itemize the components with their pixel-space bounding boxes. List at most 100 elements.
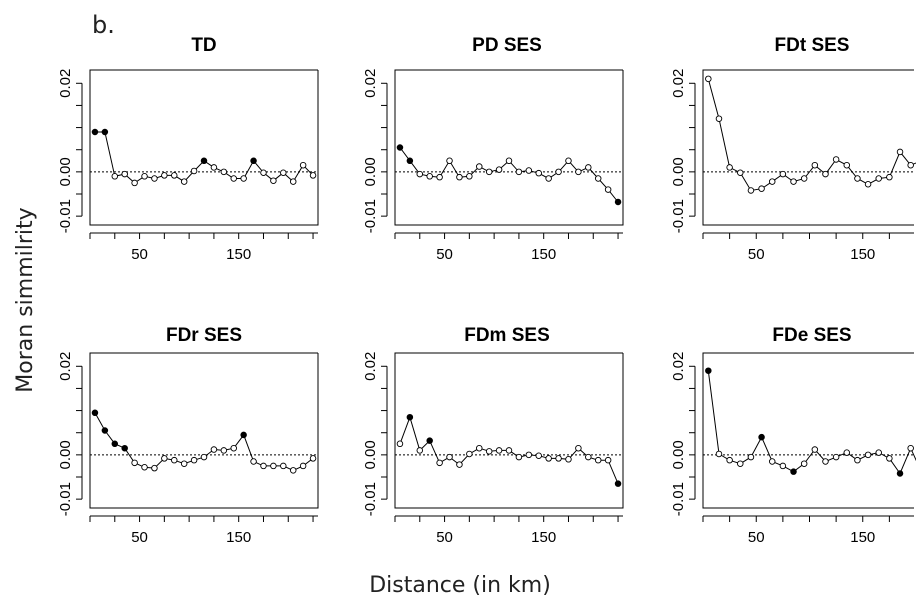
data-point	[436, 459, 443, 467]
data-point	[758, 185, 765, 192]
data-point	[309, 455, 317, 462]
data-point	[747, 453, 755, 461]
data-point	[210, 446, 218, 453]
data-point	[111, 173, 119, 180]
series-line	[399, 147, 619, 203]
data-point-significant	[101, 128, 109, 136]
data-point	[270, 177, 277, 184]
data-point-significant	[91, 128, 99, 136]
data-point-significant	[426, 437, 433, 444]
data-point-significant	[111, 440, 119, 448]
plot-frame	[702, 352, 914, 509]
data-point-significant	[406, 413, 414, 421]
data-point	[309, 172, 317, 179]
data-point	[151, 175, 158, 182]
data-point	[854, 456, 861, 464]
data-point	[180, 178, 188, 185]
data-point	[822, 458, 829, 465]
data-point	[594, 456, 602, 464]
data-point	[843, 161, 851, 169]
data-point	[396, 440, 404, 448]
y-tick-label: -0.01	[362, 482, 379, 516]
data-point-significant	[240, 431, 247, 439]
data-point	[800, 175, 808, 182]
data-point	[585, 164, 592, 171]
x-axis-label: Distance (in km)	[369, 573, 551, 598]
data-point	[525, 167, 533, 174]
chart-panel-1: TD -0.01 0.00 0.02 50 150	[57, 35, 319, 263]
panel-title: FDe SES	[772, 325, 851, 346]
data-point	[456, 173, 463, 181]
data-point	[545, 175, 552, 182]
series-line	[707, 78, 916, 192]
data-point	[768, 178, 776, 185]
data-point	[131, 179, 138, 187]
x-tick-label: 150	[226, 246, 251, 263]
y-tick-label: 0.00	[57, 440, 74, 469]
data-point	[515, 453, 523, 461]
data-point	[280, 462, 287, 470]
data-point	[800, 460, 808, 467]
data-point	[436, 173, 443, 181]
data-point-significant	[396, 144, 404, 151]
chart-panel-3: FDt SES -0.01 0.00 0.02 50 150	[670, 35, 916, 263]
x-tick-label: 150	[226, 529, 251, 546]
data-point	[832, 156, 840, 163]
x-tick-label: 50	[748, 529, 765, 546]
x-tick-label: 150	[850, 529, 875, 546]
data-point	[907, 161, 914, 169]
data-point	[565, 157, 572, 165]
data-point	[575, 168, 582, 176]
x-tick-label: 150	[531, 529, 556, 546]
data-point	[604, 456, 612, 464]
y-tick-label: 0.00	[670, 440, 687, 469]
data-point	[604, 186, 612, 193]
x-tick-label: 150	[531, 246, 556, 263]
panel-title: PD SES	[472, 35, 542, 56]
data-point	[822, 170, 829, 178]
plot-frame	[89, 69, 319, 226]
data-point	[907, 444, 914, 452]
plot-frame	[89, 352, 319, 509]
data-point	[466, 450, 473, 458]
panel-title: FDm SES	[464, 325, 550, 346]
data-point	[505, 157, 513, 165]
chart-panel-5: FDm SES -0.01 0.00 0.02 50 150	[362, 325, 624, 546]
data-point	[485, 168, 493, 176]
data-point	[705, 75, 712, 83]
x-tick-label: 50	[436, 246, 453, 263]
x-tick-label: 150	[850, 246, 875, 263]
data-point	[289, 467, 297, 474]
data-point-significant	[200, 157, 208, 165]
data-point	[737, 169, 744, 176]
data-point	[832, 453, 840, 461]
plot-frame	[394, 69, 624, 226]
data-point	[864, 451, 872, 459]
data-point	[864, 181, 872, 188]
data-point	[190, 456, 198, 464]
data-point	[747, 187, 755, 194]
plot-frame	[702, 69, 914, 226]
data-point	[200, 453, 208, 461]
data-point	[896, 148, 904, 156]
data-point	[535, 169, 542, 177]
x-tick-label: 50	[436, 529, 453, 546]
y-tick-label: 0.02	[57, 352, 74, 381]
data-point-significant	[406, 157, 414, 165]
y-tick-label: 0.00	[362, 440, 379, 469]
data-point	[426, 173, 433, 180]
data-point	[555, 168, 562, 176]
data-point	[875, 175, 882, 182]
y-tick-label: 0.00	[362, 157, 379, 186]
y-tick-label: 0.00	[670, 157, 687, 186]
data-point	[485, 448, 493, 455]
data-point	[171, 456, 178, 464]
data-point	[854, 175, 861, 182]
panel-title: TD	[191, 35, 216, 56]
data-point	[476, 163, 483, 170]
data-point	[446, 157, 453, 165]
y-tick-label: -0.01	[670, 199, 687, 233]
data-point	[260, 169, 267, 176]
data-point	[466, 173, 473, 180]
panel-title: FDt SES	[775, 35, 850, 56]
